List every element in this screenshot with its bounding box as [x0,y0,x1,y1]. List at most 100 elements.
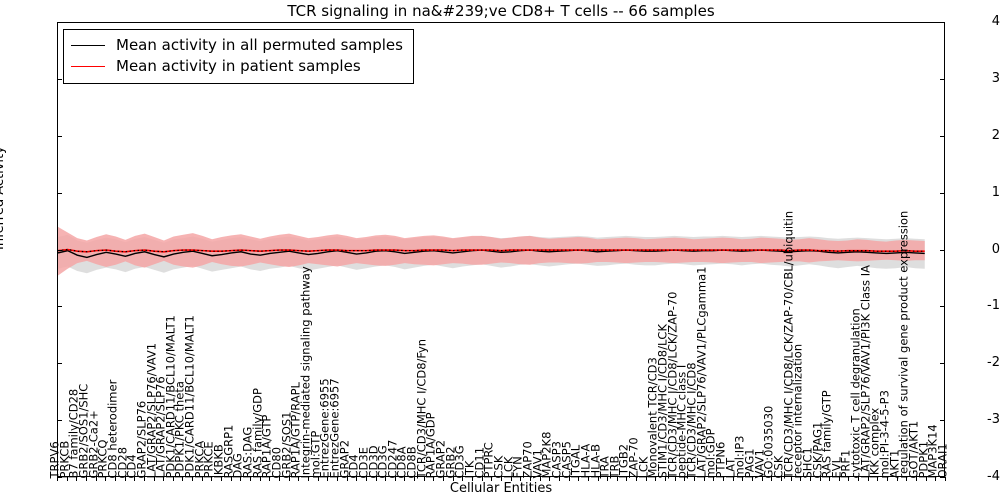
legend-label-permuted: Mean activity in all permuted samples [116,36,403,54]
permuted-mean-line [58,250,925,257]
legend-swatch-patient [71,66,105,67]
x-tick-mark [925,477,927,481]
x-tick-mark [848,477,850,481]
y-tick-mark [57,477,62,478]
x-tick-mark [626,477,628,481]
x-tick-mark [76,477,78,481]
x-tick-mark [906,477,908,481]
x-tick-mark [114,477,116,481]
y-tick-mark [940,306,945,308]
y-tick-label: 0 [991,241,1000,257]
x-tick-mark [452,477,454,481]
x-tick-mark [761,477,763,481]
x-tick-mark [462,477,464,481]
legend-entry-permuted: Mean activity in all permuted samples [71,35,403,56]
x-tick-mark [935,477,937,481]
y-tick-mark [57,306,62,308]
y-tick-mark [940,363,945,365]
x-tick-mark [317,477,319,481]
x-tick-mark [501,477,502,481]
x-tick-mark [85,477,87,481]
y-tick-mark [57,420,62,422]
x-tick-mark [172,477,174,481]
y-tick-mark [57,78,62,80]
y-tick-label: 2 [991,127,1000,143]
chart-legend: Mean activity in all permuted samples Me… [63,29,414,84]
x-tick-mark [491,477,493,481]
plot-svg [58,226,944,276]
patient-mean-line-dots [58,250,925,252]
y-tick-label: -1 [987,298,1000,314]
x-tick-mark [732,477,734,481]
x-tick-mark [269,477,271,481]
y-tick-mark [57,363,62,365]
x-tick-mark [916,477,918,481]
y-tick-label: 4 [991,14,1000,29]
plot-area [57,22,945,477]
x-tick-mark [887,477,889,481]
x-tick-mark [790,477,792,481]
chart-title: TCR signaling in na&#239;ve CD8+ T cells… [287,2,715,20]
x-axis-label: Cellular Entities [449,481,553,496]
x-tick-mark [201,477,203,481]
x-tick-mark [945,477,946,481]
x-tick-mark [694,477,696,481]
x-tick-mark [443,477,445,481]
y-tick-mark [940,477,945,478]
x-tick-mark [375,477,377,481]
x-tick-mark [105,477,107,481]
x-tick-mark [607,477,609,481]
x-tick-mark [192,477,194,481]
x-tick-mark [327,477,329,481]
x-tick-mark [182,477,184,481]
x-tick-mark [684,477,686,481]
y-tick-mark [940,135,945,137]
x-tick-mark [539,477,541,481]
x-tick-mark [423,477,425,481]
x-tick-mark [230,477,232,481]
x-tick-mark [520,477,522,481]
x-tick-mark [472,477,474,481]
x-tick-mark [703,477,705,481]
x-tick-mark [877,477,879,481]
x-tick-mark [800,477,802,481]
x-tick-mark [867,477,869,481]
x-tick-mark [163,477,165,481]
x-tick-mark [578,477,580,481]
x-tick-mark [433,477,435,481]
x-tick-mark [529,477,531,481]
x-tick-mark [394,477,396,481]
x-tick-mark [250,477,252,481]
y-tick-mark [940,249,945,251]
x-tick-mark [597,477,599,481]
x-tick-mark [298,477,300,481]
x-tick-mark [655,477,657,481]
x-tick-mark [153,477,155,481]
x-tick-mark [307,477,309,481]
x-tick-mark [568,477,570,481]
y-tick-mark [940,78,945,80]
y-axis-label: Inferred Activity [0,146,7,250]
x-tick-mark [713,477,715,481]
x-tick-mark [896,477,898,481]
x-tick-mark [385,477,387,481]
x-tick-mark [240,477,242,481]
x-tick-mark [221,477,223,481]
y-tick-label: -3 [987,412,1000,428]
x-tick-mark [645,477,647,481]
x-tick-mark [57,477,58,481]
y-tick-mark [940,420,945,422]
x-tick-mark [143,477,145,481]
x-tick-mark [723,477,724,481]
x-tick-mark [616,477,618,481]
x-tick-mark [66,477,68,481]
x-tick-mark [336,477,338,481]
y-tick-label: 1 [991,184,1000,200]
x-tick-mark [404,477,406,481]
x-tick-mark [549,477,551,481]
y-tick-label: -4 [987,469,1000,484]
x-tick-mark [838,477,840,481]
x-tick-mark [780,477,782,481]
x-tick-mark [365,477,367,481]
